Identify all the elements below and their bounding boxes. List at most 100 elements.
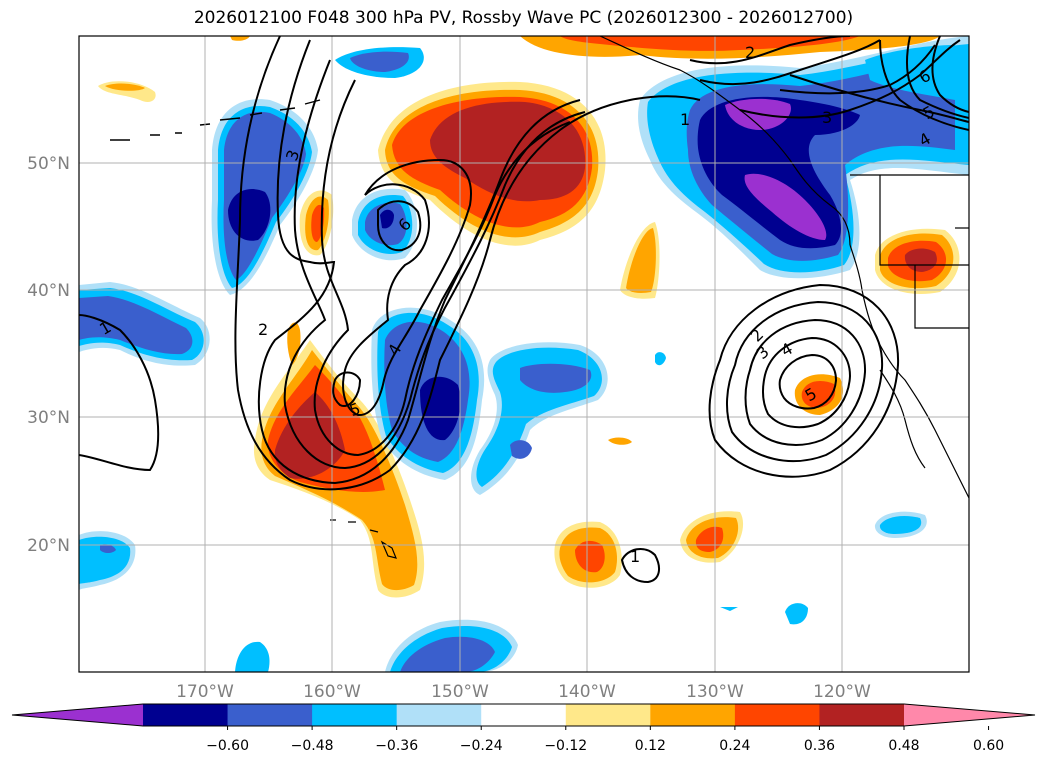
contour-line xyxy=(906,36,969,119)
lon-label: 130°W xyxy=(686,682,744,702)
contour-line xyxy=(332,371,362,407)
colorbar-outline xyxy=(11,703,1036,727)
contour-label: 2 xyxy=(258,320,268,339)
pv-negative-anomaly xyxy=(785,603,808,625)
colorbar-tick-label: −0.60 xyxy=(206,738,249,754)
pv-positive-anomaly xyxy=(105,83,145,91)
colorbar-tick-label: −0.48 xyxy=(291,738,334,754)
colorbar-tick-label: 0.24 xyxy=(719,738,750,754)
lat-label: 50°N xyxy=(27,154,70,174)
contour-line xyxy=(234,36,701,491)
pv-positive-anomaly xyxy=(230,36,250,41)
colorbar-segment xyxy=(734,704,820,726)
colorbar-segment xyxy=(396,704,482,726)
us-state-line xyxy=(879,175,969,266)
contour-label: 1 xyxy=(630,547,640,566)
lat-label: 30°N xyxy=(27,408,70,428)
pv-negative-anomaly xyxy=(380,209,394,229)
lon-label: 170°W xyxy=(176,682,234,702)
lon-label: 120°W xyxy=(813,682,871,702)
pv-positive-anomaly xyxy=(904,248,937,272)
colorbar-extend-low xyxy=(12,704,143,726)
contour-line xyxy=(377,200,422,252)
contour-line xyxy=(789,74,969,123)
contour-label: 1 xyxy=(680,110,690,129)
map-panel: 1 2 3 4 5 6 2 3 4 5 1 2 3 4 5 6 1 xyxy=(79,36,969,672)
map-frame xyxy=(78,35,970,673)
pv-negative-anomaly xyxy=(79,296,193,355)
hawaii-islands xyxy=(330,519,397,559)
contour-line xyxy=(778,353,838,410)
colorbar-segment xyxy=(565,704,651,726)
pv-negative-anomaly xyxy=(510,440,532,459)
colorbar-tick-label: −0.12 xyxy=(544,738,587,754)
alaska-coastline xyxy=(599,36,851,246)
pv-negative-anomaly xyxy=(720,607,738,611)
colorbar-tick-label: 0.36 xyxy=(804,738,835,754)
pv-negative-anomaly xyxy=(400,636,495,672)
lon-label: 150°W xyxy=(431,682,489,702)
contour-line xyxy=(725,300,884,462)
contour-line xyxy=(708,283,900,478)
lat-label: 20°N xyxy=(27,536,70,556)
pv-negative-anomaly xyxy=(520,363,592,393)
contour-line xyxy=(620,548,661,584)
figure-title: 2026012100 F048 300 hPa PV, Rossby Wave … xyxy=(193,8,854,28)
pv-negative-anomaly xyxy=(79,536,131,584)
pv-positive-anomaly xyxy=(626,228,656,293)
pv-negative-anomaly xyxy=(655,352,666,366)
lon-label: 160°W xyxy=(303,682,361,702)
colorbar-segment xyxy=(227,704,313,726)
contour-line xyxy=(879,39,969,131)
lon-label: 140°W xyxy=(558,682,616,702)
contour-line xyxy=(689,36,851,65)
colorbar-segment xyxy=(143,704,229,726)
rwpc-contours xyxy=(79,36,969,584)
colorbar-segment xyxy=(481,704,567,726)
pv-negative-anomaly xyxy=(350,51,409,72)
pv-positive-anomaly xyxy=(287,322,301,365)
contour-line xyxy=(79,314,160,472)
colorbar-tick-label: −0.24 xyxy=(460,738,503,754)
colorbar-segment xyxy=(650,704,736,726)
colorbar-extend-high xyxy=(904,704,1035,726)
contour-line xyxy=(744,318,867,446)
contour-line xyxy=(313,79,571,457)
contour-line xyxy=(283,59,586,470)
lat-label: 40°N xyxy=(27,281,70,301)
colorbar: −0.60 −0.48 −0.36 −0.24 −0.12 0.12 0.24 0.36 0.4… xyxy=(11,703,1036,754)
contour-line xyxy=(931,36,969,113)
pv-positive-anomaly xyxy=(695,526,724,552)
pv-negative-anomaly xyxy=(235,641,270,672)
pv-negative-anomaly xyxy=(228,189,271,241)
pv-shading xyxy=(79,36,969,672)
contour-line xyxy=(699,39,881,86)
pv-positive-anomaly xyxy=(430,101,586,202)
baja-coastline xyxy=(879,369,926,469)
colorbar-segment xyxy=(312,704,398,726)
longitude-labels: 170°W 160°W 150°W 140°W 130°W 120°W xyxy=(176,682,871,702)
contour-line xyxy=(779,44,936,95)
latitude-labels: 50°N 40°N 30°N 20°N xyxy=(27,154,70,556)
colorbar-tick-label: 0.12 xyxy=(635,738,666,754)
contour-line xyxy=(762,336,852,429)
pv-positive-anomaly xyxy=(608,437,632,445)
colorbar-tick-label: 0.60 xyxy=(973,738,1004,754)
graticule xyxy=(79,36,969,672)
us-state-line xyxy=(914,265,969,329)
colorbar-tick-label: −0.36 xyxy=(375,738,418,754)
contour-label: 3 xyxy=(822,108,832,127)
north-america-coastline xyxy=(849,244,969,499)
colorbar-segment xyxy=(819,704,905,726)
contour-label: 2 xyxy=(745,43,755,62)
pv-negative-anomaly xyxy=(420,376,461,441)
colorbar-tick-label: 0.48 xyxy=(888,738,919,754)
contour-line xyxy=(342,158,472,417)
pv-negative-anomaly xyxy=(744,173,827,240)
pv-positive-anomaly xyxy=(575,540,605,573)
pv-negative-anomaly xyxy=(697,96,860,249)
pv-negative-anomaly xyxy=(100,544,116,553)
pv-positive-anomaly xyxy=(274,392,345,479)
pv-negative-anomaly xyxy=(879,516,922,534)
